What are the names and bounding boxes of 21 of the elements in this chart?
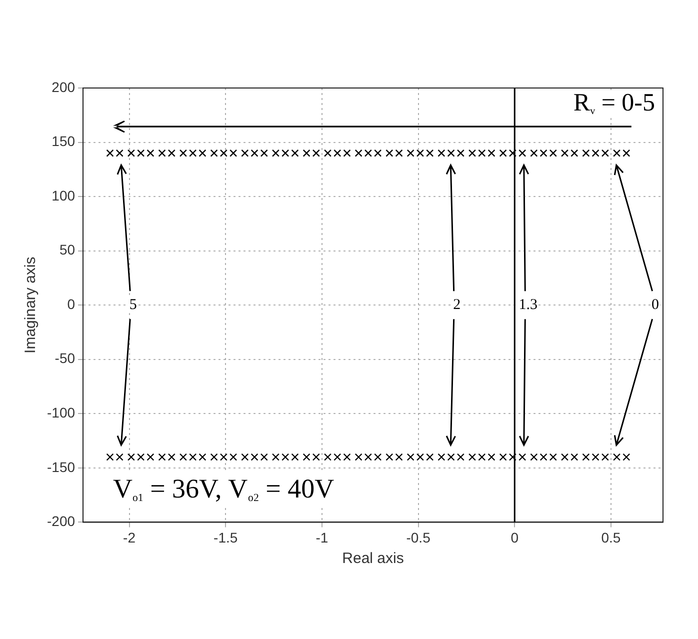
annotation: 1.3 bbox=[518, 297, 538, 314]
annotation: 2 bbox=[453, 297, 461, 314]
y-tick-label: -50 bbox=[54, 350, 76, 366]
y-tick-label: 150 bbox=[52, 133, 76, 150]
annotation: 0 bbox=[652, 297, 660, 314]
x-axis-title: Real axis bbox=[342, 550, 404, 568]
y-tick-label: -100 bbox=[46, 404, 76, 421]
y-axis-title: Imaginary axis bbox=[22, 256, 40, 354]
x-tick-label: 0.5 bbox=[601, 529, 621, 546]
y-tick-label: 50 bbox=[59, 242, 76, 258]
x-tick-label: -1.5 bbox=[214, 529, 238, 546]
y-tick-label: 200 bbox=[52, 78, 76, 95]
x-tick-label: -0.5 bbox=[406, 529, 431, 546]
annotation: 5 bbox=[129, 297, 137, 314]
x-tick-label: -1 bbox=[316, 529, 328, 546]
y-tick-label: 0 bbox=[67, 296, 76, 312]
x-tick-label: -2 bbox=[123, 529, 136, 546]
y-tick-label: 100 bbox=[52, 187, 76, 204]
y-tick-label: -200 bbox=[46, 513, 76, 530]
x-tick-label: 0 bbox=[510, 529, 519, 546]
y-tick-label: -150 bbox=[46, 458, 76, 475]
